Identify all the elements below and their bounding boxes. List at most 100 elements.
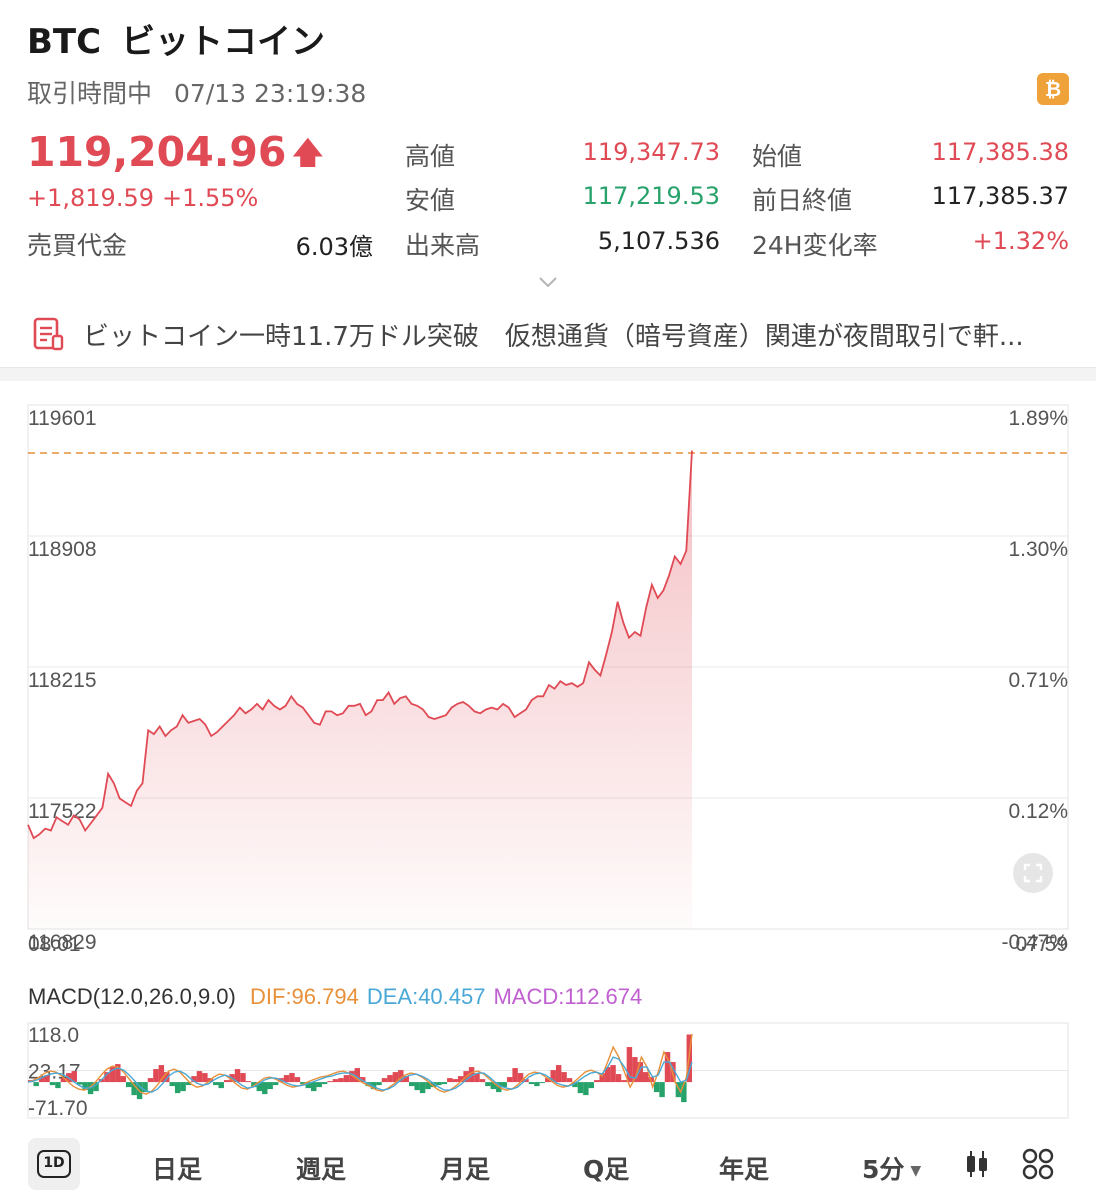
macd-bar: [457, 1076, 464, 1083]
macd-bar: [180, 1082, 186, 1092]
macd-bar: [142, 1082, 148, 1093]
macd-bar: [523, 1079, 529, 1083]
y-axis-right-tick: -0.47%: [1001, 931, 1068, 954]
chevron-down-icon[interactable]: [538, 272, 558, 293]
macd-bar: [637, 1062, 644, 1083]
dea-label: DEA:40.457: [367, 984, 486, 1009]
grid-layout-icon[interactable]: [1022, 1148, 1054, 1184]
up-arrow-icon: 🡅: [292, 136, 324, 171]
macd-bar: [343, 1075, 350, 1083]
interval-value: 5分: [862, 1155, 905, 1184]
price-chart[interactable]: 119601 1.89% 118908 1.30% 118215 0.71% 117522 0…: [0, 395, 1096, 1125]
macd-bar: [354, 1068, 360, 1083]
volume-label: 出来高: [405, 231, 481, 260]
candlestick-icon[interactable]: [962, 1148, 992, 1184]
macd-bar: [681, 1082, 687, 1103]
macd-bar: [664, 1052, 671, 1083]
intraday-button[interactable]: 1D: [28, 1138, 80, 1190]
macd-bar: [305, 1082, 312, 1089]
macd-bar: [283, 1075, 290, 1083]
y-axis-right-tick: 1.89%: [1008, 407, 1068, 430]
macd-bar: [408, 1082, 415, 1087]
macd-bar: [387, 1075, 393, 1083]
macd-bar: [594, 1080, 600, 1083]
macd-bar: [376, 1082, 382, 1086]
macd-bar: [566, 1078, 573, 1083]
macd-y-tick: -71.70: [28, 1097, 88, 1120]
dif-label: DIF:96.794: [250, 984, 359, 1009]
macd-bar: [338, 1078, 344, 1083]
macd-bar: [659, 1082, 665, 1098]
news-headline[interactable]: ビットコイン一時11.7万ドル突破 仮想通貨（暗号資産）関連が夜間取引で軒...: [83, 322, 1024, 352]
price-area: [28, 450, 692, 929]
macd-bar: [196, 1071, 203, 1083]
macd-bar: [452, 1079, 458, 1083]
bitcoin-icon: ₿: [1037, 73, 1069, 105]
macd-bar: [555, 1065, 562, 1083]
macd-bar: [610, 1065, 616, 1083]
macd-bar: [316, 1082, 322, 1088]
turnover-value: 6.03億: [295, 233, 373, 261]
macd-bar: [131, 1082, 137, 1096]
macd-bar: [60, 1078, 67, 1083]
tab-weekly[interactable]: 週足: [296, 1155, 347, 1184]
y-axis-right-tick: 0.71%: [1008, 669, 1068, 692]
macd-bar: [550, 1070, 556, 1083]
macd-bar: [572, 1082, 578, 1088]
y-axis-tick: 117522: [28, 800, 97, 823]
macd-bar: [256, 1082, 263, 1092]
dea-line: [27, 1056, 693, 1093]
period-selector: 1D 日足 週足 月足 Q足 年足 5分 ▼: [0, 1136, 1096, 1192]
interval-dropdown[interactable]: 5分 ▼: [862, 1150, 921, 1186]
tab-daily[interactable]: 日足: [152, 1155, 203, 1184]
macd-bar: [185, 1082, 192, 1086]
tab-monthly[interactable]: 月足: [440, 1155, 491, 1184]
macd-label: MACD:112.674: [493, 984, 642, 1009]
document-icon: [31, 316, 65, 356]
macd-bar: [272, 1082, 279, 1086]
macd-bar: [71, 1071, 77, 1083]
macd-bar: [213, 1082, 219, 1086]
macd-bar: [289, 1073, 295, 1083]
fullscreen-icon[interactable]: [1013, 853, 1053, 893]
macd-bar: [321, 1082, 328, 1085]
macd-bar: [430, 1082, 437, 1088]
news-ticker[interactable]: ビットコイン一時11.7万ドル突破 仮想通貨（暗号資産）関連が夜間取引で軒...: [27, 312, 1069, 356]
price-change: +1,819.59 +1.55%: [27, 184, 258, 212]
y-axis-tick: 116829: [28, 931, 97, 954]
macd-bar: [76, 1082, 83, 1085]
session-status: 取引時間中: [27, 79, 153, 108]
macd-bar: [327, 1081, 333, 1083]
tab-yearly[interactable]: 年足: [719, 1155, 770, 1184]
change-percent: +1.55%: [161, 184, 259, 212]
macd-bar: [615, 1074, 622, 1083]
macd-bar: [44, 1075, 50, 1083]
macd-bar: [414, 1082, 420, 1091]
price-value: 119,204.96: [27, 128, 287, 176]
macd-bar: [501, 1082, 507, 1088]
macd-bar: [262, 1082, 268, 1095]
macd-bar: [234, 1069, 241, 1083]
price-line: [27, 450, 693, 840]
macd-bar: [49, 1082, 56, 1086]
macd-bar: [218, 1082, 224, 1089]
macd-bar: [300, 1082, 306, 1085]
macd-bar: [202, 1073, 208, 1083]
macd-bar: [125, 1082, 132, 1088]
tab-quarterly[interactable]: Q足: [583, 1155, 630, 1184]
macd-bar: [436, 1082, 442, 1086]
macd-bar: [675, 1082, 682, 1098]
high-label: 高値: [405, 142, 456, 171]
macd-bar: [245, 1081, 252, 1083]
macd-bar: [109, 1067, 116, 1083]
change24h-value: +1.32%: [972, 227, 1069, 255]
macd-bar: [425, 1082, 431, 1090]
macd-bar: [332, 1079, 339, 1083]
macd-bar: [82, 1082, 88, 1091]
macd-bar: [632, 1057, 638, 1083]
change24h-label: 24H変化率: [752, 231, 878, 260]
macd-bar: [33, 1082, 39, 1087]
macd-bar: [240, 1073, 246, 1083]
macd-bar: [561, 1072, 567, 1083]
macd-bar: [251, 1082, 257, 1088]
